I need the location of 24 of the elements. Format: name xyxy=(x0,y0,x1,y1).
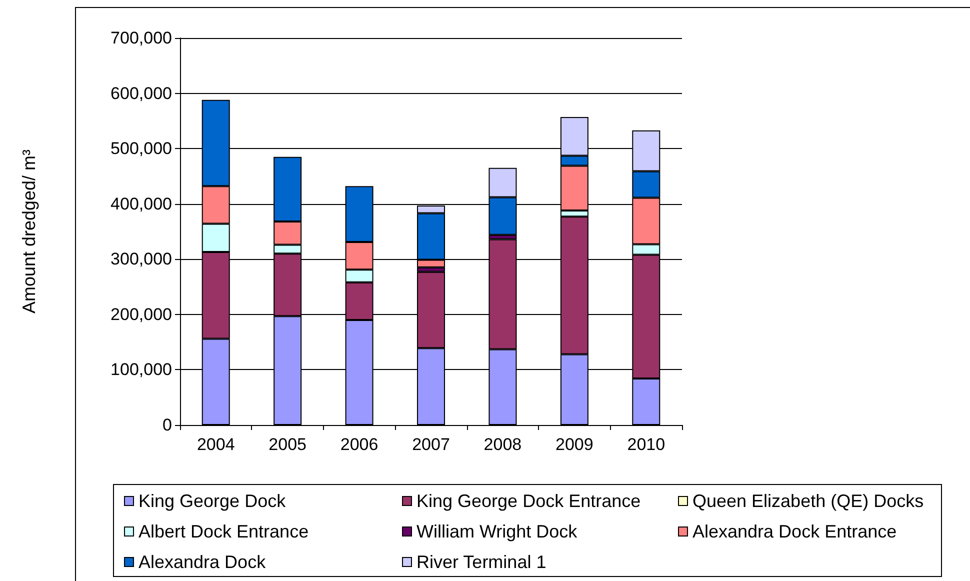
x-tick-label: 2006 xyxy=(340,435,378,454)
y-tick-label: 0 xyxy=(162,416,172,434)
x-tick-label: 2007 xyxy=(412,435,450,454)
legend-label: William Wright Dock xyxy=(416,522,578,542)
x-tick-label: 2010 xyxy=(627,435,666,454)
legend-label: Alexandra Dock xyxy=(138,552,267,572)
x-tick-label: 2009 xyxy=(556,435,594,454)
y-tick-label: 500,000 xyxy=(110,139,172,158)
legend-label: River Terminal 1 xyxy=(416,552,546,572)
legend-label: Albert Dock Entrance xyxy=(138,522,309,542)
y-tick-label: 700,000 xyxy=(110,28,172,48)
x-tick-label: 2005 xyxy=(268,435,306,454)
x-tick-label: 2008 xyxy=(484,435,522,454)
y-tick-label: 400,000 xyxy=(110,194,172,214)
legend-label: Queen Elizabeth (QE) Docks xyxy=(692,491,924,511)
y-tick-label: 300,000 xyxy=(110,250,172,269)
y-axis-title: Amount dredged/ m³ xyxy=(19,149,39,314)
x-tick-label: 2004 xyxy=(196,435,235,454)
legend-label: King George Dock Entrance xyxy=(416,491,641,511)
y-tick-label: 100,000 xyxy=(110,360,172,380)
legend-label: King George Dock xyxy=(138,491,287,511)
y-tick-label: 600,000 xyxy=(110,84,172,103)
legend-label: Alexandra Dock Entrance xyxy=(692,522,897,542)
y-tick-label: 200,000 xyxy=(110,304,172,324)
